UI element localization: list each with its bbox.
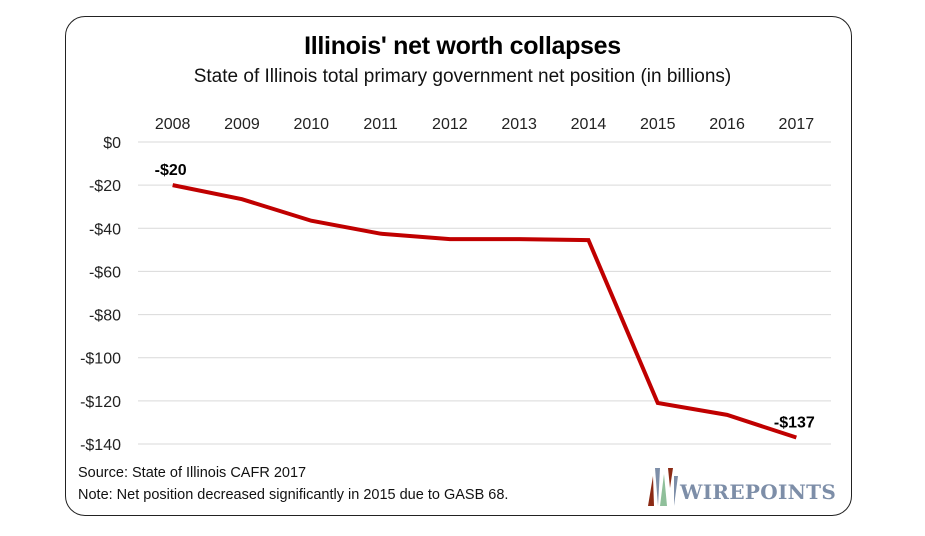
x-tick-label: 2014 (571, 116, 607, 133)
series-line (172, 183, 797, 440)
footnote: Note: Net position decreased significant… (78, 487, 509, 503)
x-tick-label: 2010 (293, 116, 329, 133)
y-tick-label: $0 (103, 135, 121, 152)
chart-title: Illinois' net worth collapses (304, 32, 621, 60)
logo-stripe (655, 468, 660, 506)
y-tick-label: -$140 (80, 437, 121, 454)
y-tick-label: -$100 (80, 351, 121, 368)
x-tick-label: 2009 (224, 116, 260, 133)
chart-frame (65, 16, 852, 516)
y-tick-label: -$120 (80, 394, 121, 411)
data-label: -$137 (774, 415, 815, 432)
data-label: -$20 (155, 162, 187, 179)
x-tick-label: 2017 (779, 116, 815, 133)
y-tick-label: -$20 (89, 178, 121, 195)
y-tick-label: -$60 (89, 264, 121, 281)
y-tick-label: -$80 (89, 308, 121, 325)
logo-stripe (674, 476, 678, 506)
wirepoints-logo-text: WIREPOINTS (680, 480, 837, 504)
logo-stripe (660, 474, 667, 506)
wirepoints-logo-icon (648, 468, 678, 506)
x-tick-label: 2011 (363, 116, 398, 133)
x-tick-label: 2012 (432, 116, 468, 133)
x-tick-label: 2013 (501, 116, 537, 133)
logo-stripe (668, 468, 673, 488)
x-tick-label: 2008 (155, 116, 191, 133)
x-tick-label: 2015 (640, 116, 676, 133)
y-tick-label: -$40 (89, 221, 121, 238)
chart-subtitle: State of Illinois total primary governme… (193, 66, 732, 87)
x-tick-label: 2016 (709, 116, 745, 133)
source-note: Source: State of Illinois CAFR 2017 (78, 465, 307, 481)
logo-stripe (648, 476, 654, 506)
